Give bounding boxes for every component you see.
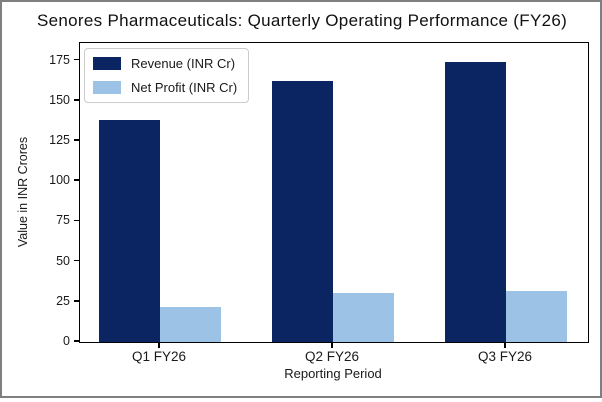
- y-axis-tick-label: 50: [56, 253, 70, 268]
- legend-swatch-net-profit-inr-cr: [93, 81, 121, 94]
- y-axis-tick: [74, 99, 79, 101]
- y-axis-tick-label: 75: [56, 213, 70, 228]
- y-axis-tick: [74, 219, 79, 222]
- legend-label: Net Profit (INR Cr): [131, 80, 238, 95]
- y-axis-tick: [74, 58, 79, 61]
- bar-net-profit-inr-cr-q3-fy26: [506, 291, 567, 342]
- x-axis-tick: [504, 342, 506, 348]
- bar-revenue-inr-cr-q1-fy26: [99, 120, 160, 342]
- y-axis-tick: [74, 179, 79, 181]
- y-axis-tick: [74, 300, 79, 302]
- y-axis-tick: [74, 259, 79, 262]
- x-axis-tick: [158, 342, 160, 348]
- x-axis-tick: [331, 342, 333, 348]
- x-axis-label: Reporting Period: [284, 366, 382, 381]
- bar-net-profit-inr-cr-q2-fy26: [333, 293, 394, 342]
- legend: Revenue (INR Cr) Net Profit (INR Cr): [84, 48, 250, 103]
- bar-revenue-inr-cr-q2-fy26: [272, 80, 333, 342]
- y-axis-tick-label: 25: [56, 293, 70, 308]
- plot-area: Revenue (INR Cr) Net Profit (INR Cr): [79, 42, 589, 343]
- legend-swatch-revenue-inr-cr: [93, 57, 121, 70]
- legend-label: Revenue (INR Cr): [131, 56, 236, 71]
- legend-row-revenue-inr-cr: Revenue (INR Cr): [93, 56, 237, 71]
- y-axis-tick-label: 100: [49, 173, 70, 188]
- bar-revenue-inr-cr-q3-fy26: [445, 61, 506, 342]
- chart-title: Senores Pharmaceuticals: Quarterly Opera…: [37, 11, 568, 30]
- x-axis-tick-label: Q2 FY26: [304, 349, 360, 364]
- y-axis-tick-label: 0: [63, 334, 70, 348]
- y-axis-tick-label: 150: [49, 92, 70, 107]
- x-axis-tick-label: Q1 FY26: [131, 349, 187, 364]
- y-axis-tick-label: 125: [49, 133, 70, 148]
- y-axis-tick: [74, 139, 79, 141]
- x-axis-tick-label: Q3 FY26: [477, 349, 533, 364]
- y-axis-tick: [74, 340, 79, 342]
- bar-net-profit-inr-cr-q1-fy26: [160, 307, 221, 342]
- y-axis-tick-label: 175: [49, 52, 70, 67]
- y-axis-label: Value in INR Crores: [16, 136, 30, 248]
- legend-row-net-profit-inr-cr: Net Profit (INR Cr): [93, 80, 237, 95]
